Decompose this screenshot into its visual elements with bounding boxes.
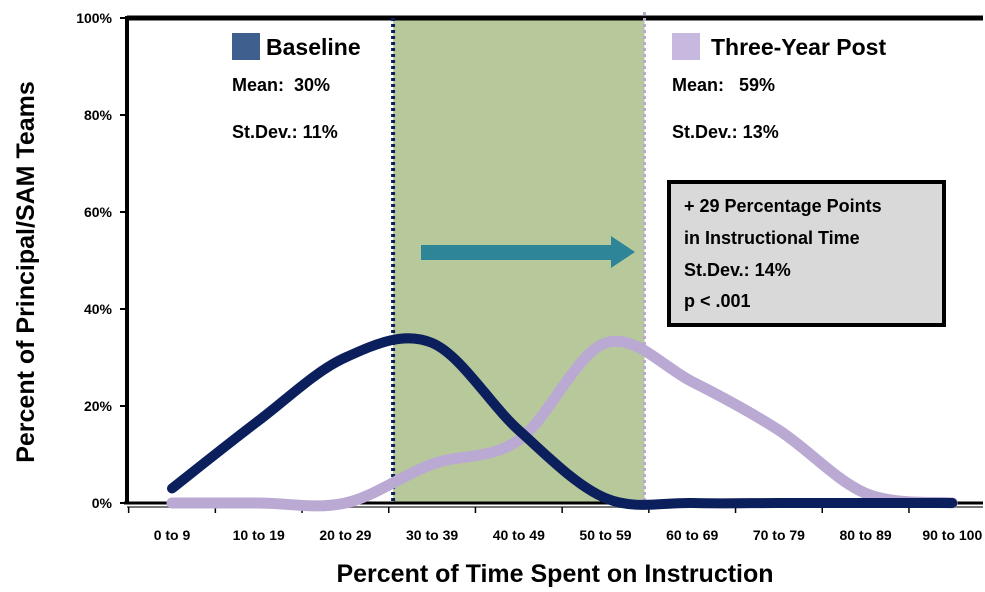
baseline-legend-label: Baseline <box>266 34 361 60</box>
y-tick-label: 80% <box>84 107 113 123</box>
three-year-post-series-line <box>166 335 958 512</box>
x-tick-label: 90 to 100 <box>922 527 982 543</box>
y-tick-label: 0% <box>92 495 113 511</box>
box-line-2: in Instructional Time <box>684 228 860 248</box>
box-line-1: + 29 Percentage Points <box>684 196 882 216</box>
x-tick-label: 20 to 29 <box>319 527 371 543</box>
baseline-stdev: St.Dev.: 11% <box>232 122 338 142</box>
x-tick-label: 80 to 89 <box>840 527 892 543</box>
box-line-3: St.Dev.: 14% <box>684 260 791 280</box>
x-tick-label: 70 to 79 <box>753 527 805 543</box>
baseline-series-line <box>167 333 958 510</box>
shift-arrow <box>421 236 635 268</box>
three-year-post-stdev: St.Dev.: 13% <box>672 122 779 142</box>
x-tick-label: 30 to 39 <box>406 527 458 543</box>
baseline-mean: Mean: 30% <box>232 75 330 95</box>
y-tick-label: 20% <box>84 398 113 414</box>
baseline-legend-swatch <box>232 33 260 60</box>
x-tick-label: 0 to 9 <box>154 527 191 543</box>
x-axis-title: Percent of Time Spent on Instruction <box>336 560 773 588</box>
y-tick-label: 100% <box>76 10 112 26</box>
three-year-post-mean: Mean: 59% <box>672 75 775 95</box>
three-year-post-legend-swatch <box>672 33 700 60</box>
y-tick-label: 40% <box>84 301 113 317</box>
three-year-post-legend-label: Three-Year Post <box>711 34 886 60</box>
y-tick-label: 60% <box>84 204 113 220</box>
significance-box: + 29 Percentage Points in Instructional … <box>667 180 946 327</box>
y-axis-title: Percent of Principal/SAM Teams <box>12 81 40 463</box>
x-tick-label: 60 to 69 <box>666 527 718 543</box>
x-tick-label: 10 to 19 <box>233 527 285 543</box>
x-tick-label: 40 to 49 <box>493 527 545 543</box>
box-line-4: p < .001 <box>684 291 751 311</box>
mean-difference-region <box>393 18 645 503</box>
x-tick-label: 50 to 59 <box>579 527 631 543</box>
